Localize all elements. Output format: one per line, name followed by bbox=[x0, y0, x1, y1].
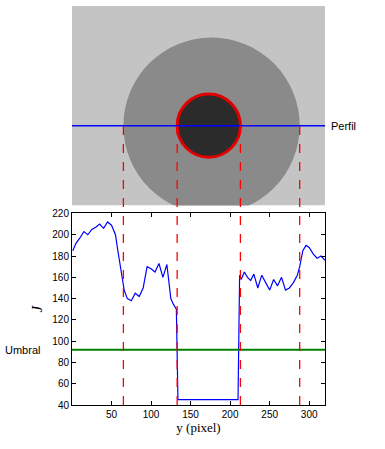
svg-text:120: 120 bbox=[52, 314, 69, 325]
svg-text:200: 200 bbox=[52, 229, 69, 240]
svg-text:J: J bbox=[29, 305, 45, 313]
svg-text:Umbral: Umbral bbox=[5, 344, 40, 356]
svg-text:Perfil: Perfil bbox=[331, 120, 356, 132]
svg-text:200: 200 bbox=[222, 409, 239, 420]
svg-text:y (pixel): y (pixel) bbox=[176, 420, 220, 435]
svg-text:100: 100 bbox=[143, 409, 160, 420]
svg-text:100: 100 bbox=[52, 336, 69, 347]
svg-text:80: 80 bbox=[58, 357, 70, 368]
svg-text:250: 250 bbox=[261, 409, 278, 420]
svg-text:180: 180 bbox=[52, 251, 69, 262]
svg-text:160: 160 bbox=[52, 272, 69, 283]
svg-text:150: 150 bbox=[182, 409, 199, 420]
svg-text:40: 40 bbox=[58, 400, 70, 411]
svg-text:60: 60 bbox=[58, 378, 70, 389]
svg-text:140: 140 bbox=[52, 293, 69, 304]
svg-text:220: 220 bbox=[52, 208, 69, 219]
svg-text:50: 50 bbox=[106, 409, 118, 420]
svg-text:300: 300 bbox=[301, 409, 318, 420]
